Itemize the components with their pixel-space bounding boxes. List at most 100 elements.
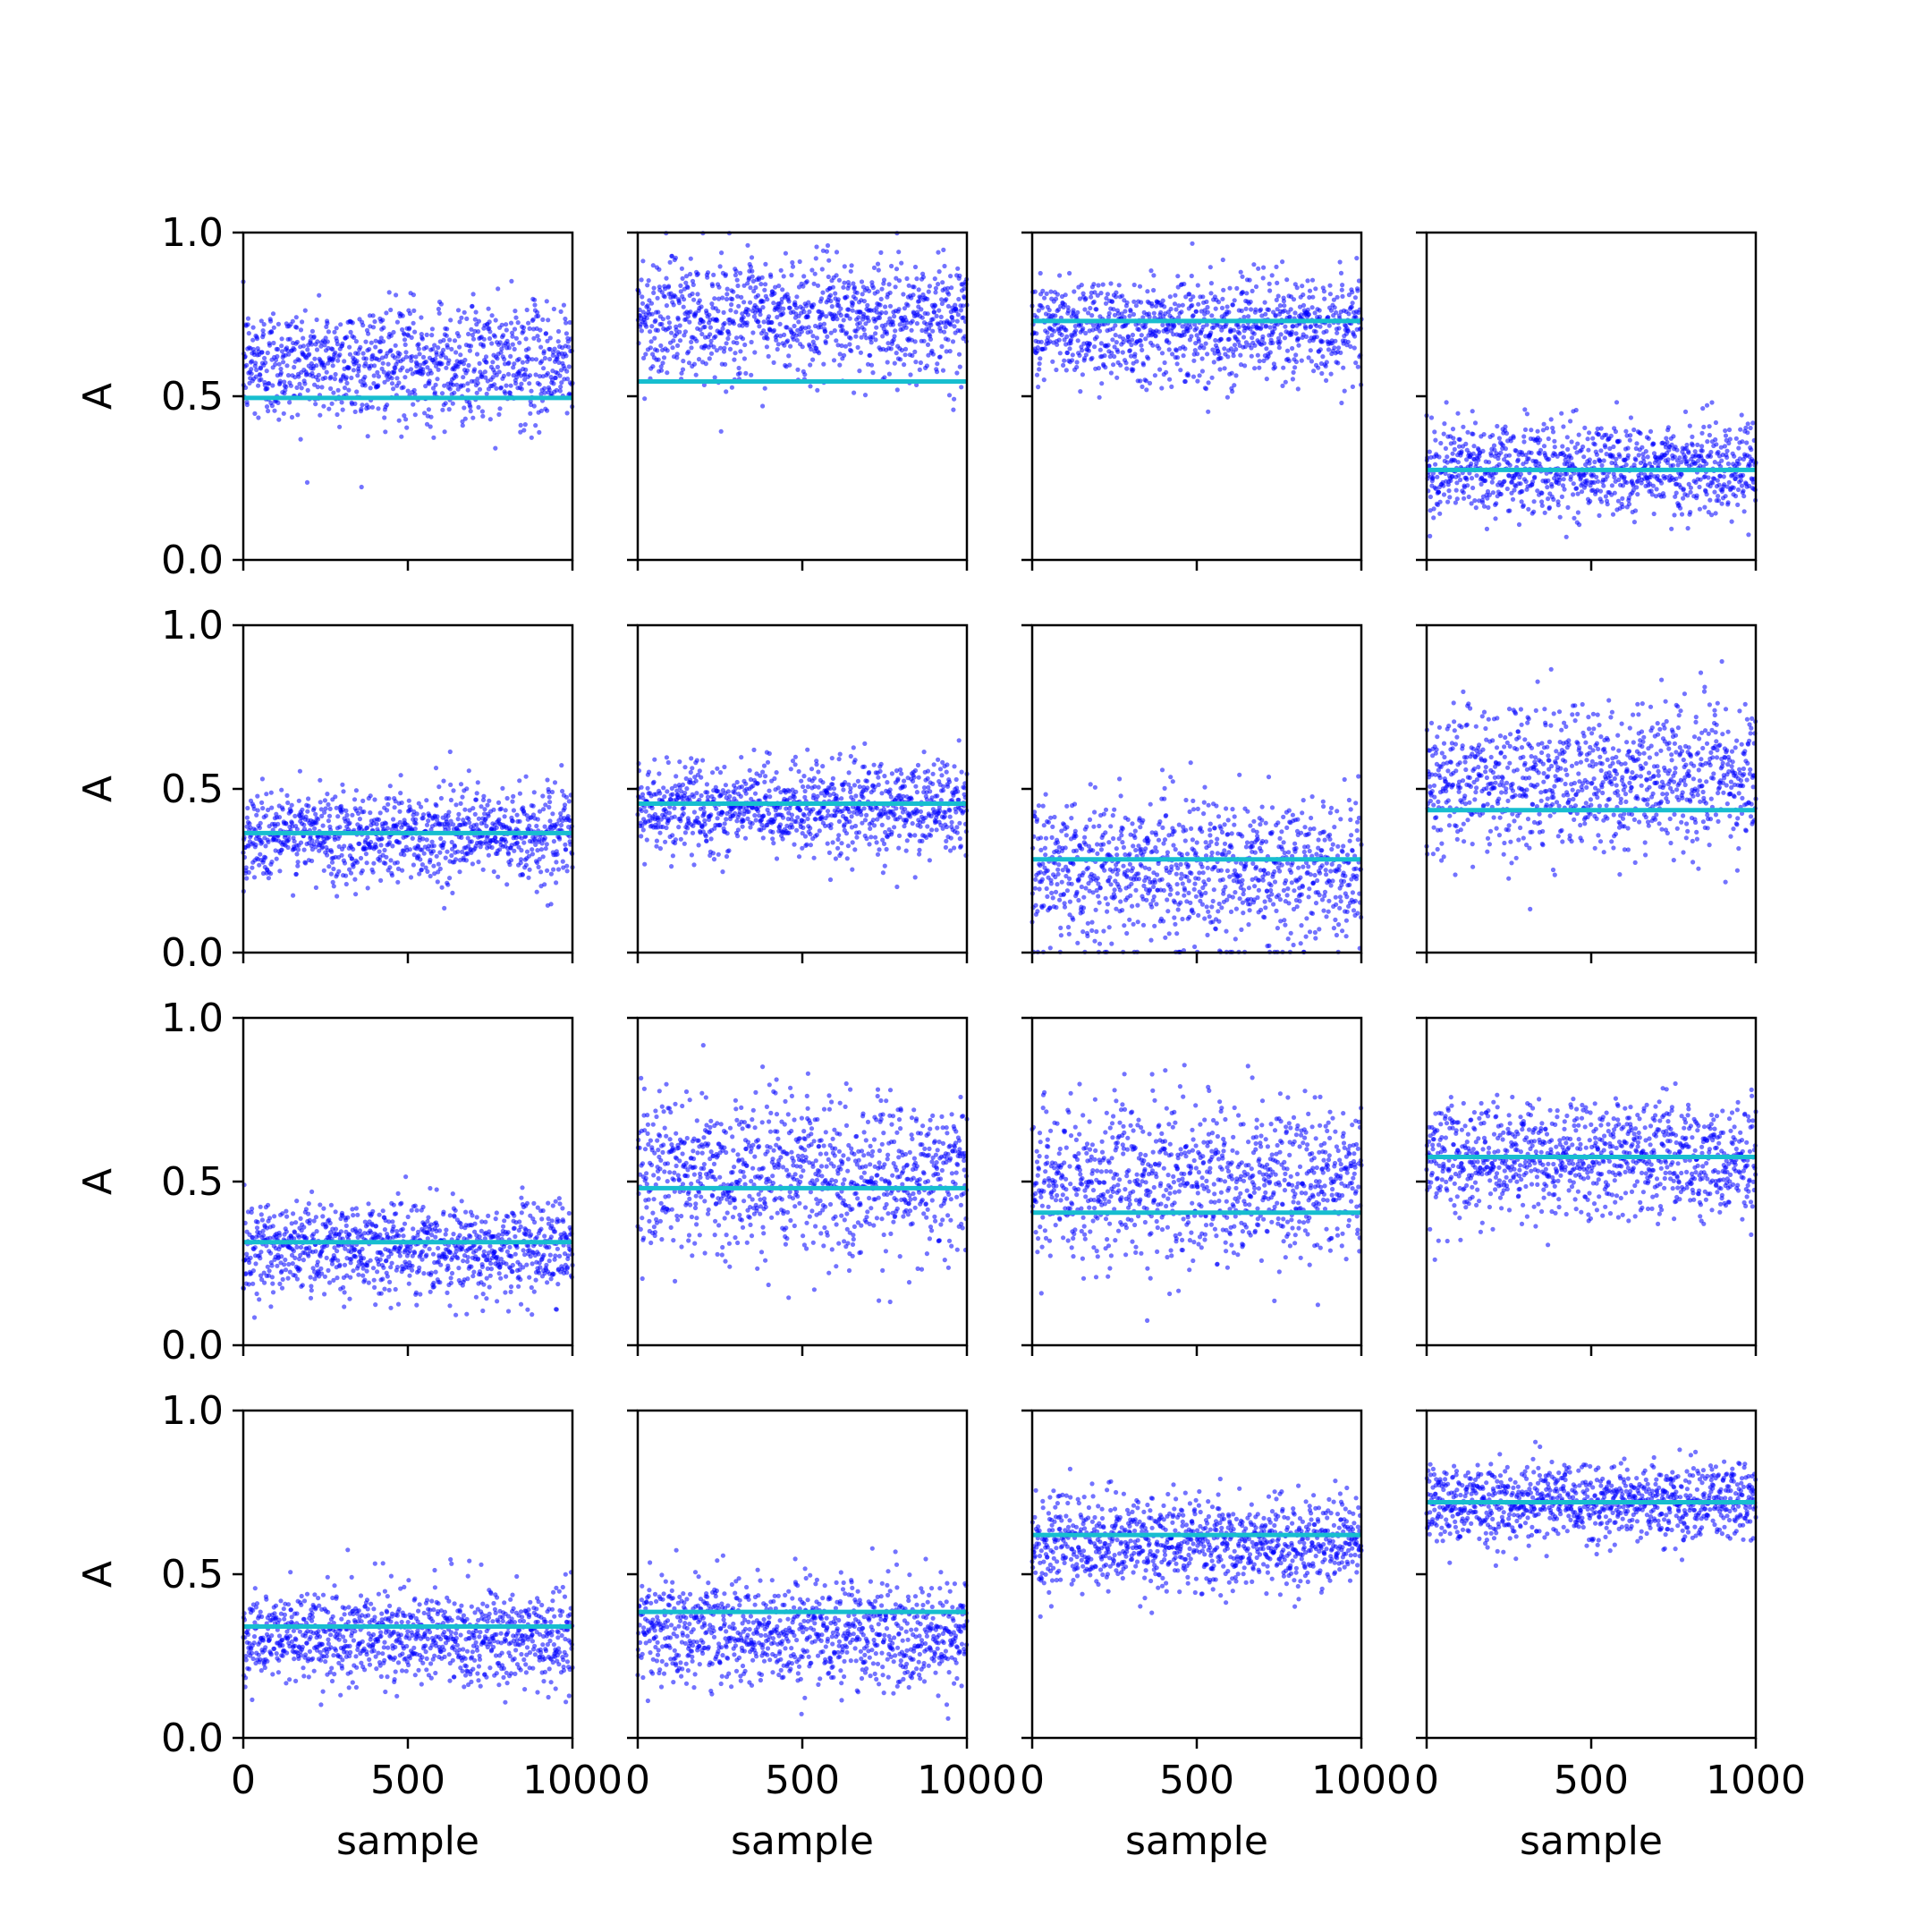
data-point (777, 334, 784, 339)
data-point (1053, 296, 1059, 301)
data-point (244, 815, 250, 820)
data-point (1563, 534, 1569, 539)
data-point (865, 361, 871, 367)
data-point (817, 351, 822, 356)
data-point (763, 261, 768, 267)
data-point (411, 308, 417, 313)
data-point (285, 844, 291, 851)
data-point (677, 338, 683, 343)
data-point (1221, 287, 1226, 292)
data-point (522, 371, 528, 377)
data-point (1628, 433, 1633, 438)
data-point (420, 354, 427, 360)
data-point (442, 383, 447, 388)
data-point (1191, 374, 1197, 379)
data-point (639, 277, 644, 283)
data-point (1677, 455, 1682, 461)
data-point (1275, 280, 1280, 285)
data-point (1170, 352, 1175, 357)
data-point (292, 375, 298, 380)
data-point (1688, 485, 1693, 490)
data-point (404, 425, 410, 430)
data-point (540, 854, 546, 860)
data-point (504, 882, 510, 887)
data-point (297, 358, 302, 363)
data-point (412, 826, 418, 832)
data-point (1293, 331, 1299, 336)
data-point (651, 285, 657, 291)
data-point (887, 316, 893, 321)
data-point (919, 307, 924, 312)
data-point (364, 860, 369, 866)
data-point (445, 882, 451, 887)
data-point (334, 326, 339, 331)
data-point (722, 320, 727, 326)
data-point (1456, 473, 1462, 479)
data-point (1346, 311, 1352, 317)
data-point (339, 400, 344, 405)
data-point (536, 337, 542, 343)
data-point (697, 298, 702, 303)
data-point (735, 293, 741, 299)
data-point (780, 287, 785, 292)
data-point (453, 374, 459, 379)
data-point (710, 284, 716, 289)
data-point (1063, 292, 1068, 298)
data-point (1097, 347, 1103, 352)
data-point (1036, 385, 1041, 390)
data-point (428, 873, 433, 879)
data-point (664, 275, 669, 281)
data-point (519, 381, 524, 386)
data-point (558, 384, 564, 390)
data-point (432, 390, 437, 395)
data-point (1671, 434, 1676, 439)
data-point (335, 387, 341, 393)
data-point (682, 329, 689, 335)
data-point (1206, 380, 1211, 386)
data-point (1436, 489, 1442, 495)
data-point (518, 429, 523, 435)
data-point (467, 820, 472, 826)
data-point (1191, 358, 1197, 363)
data-point (323, 806, 328, 811)
data-point (786, 353, 792, 359)
data-point (461, 361, 467, 367)
data-point (465, 387, 470, 393)
data-point (1195, 352, 1200, 357)
data-point (355, 373, 360, 378)
data-point (446, 809, 452, 815)
data-point (363, 339, 369, 344)
data-point (428, 857, 433, 863)
data-point (1075, 338, 1080, 343)
data-point (854, 290, 860, 295)
data-point (512, 346, 517, 352)
data-point (804, 303, 809, 309)
data-point (513, 335, 520, 341)
data-point (1267, 350, 1273, 355)
data-point (742, 342, 748, 348)
data-point (1139, 300, 1144, 305)
data-point (301, 343, 306, 349)
data-point (693, 372, 699, 377)
data-point (547, 800, 553, 805)
data-point (819, 267, 825, 272)
data-point (284, 384, 289, 389)
data-point (1319, 339, 1326, 344)
data-point (508, 858, 514, 863)
data-point (810, 357, 816, 362)
data-point (852, 296, 859, 301)
data-point (275, 821, 281, 827)
data-point (875, 261, 881, 267)
data-point (1586, 447, 1591, 453)
data-point (893, 284, 898, 290)
data-point (508, 320, 514, 326)
data-point (1158, 309, 1164, 315)
data-point (1342, 388, 1347, 394)
data-point (860, 284, 866, 290)
data-point (424, 344, 429, 350)
data-point (292, 347, 297, 352)
data-point (682, 297, 687, 302)
data-point (465, 381, 470, 386)
data-point (1491, 443, 1497, 448)
data-point (312, 826, 318, 831)
